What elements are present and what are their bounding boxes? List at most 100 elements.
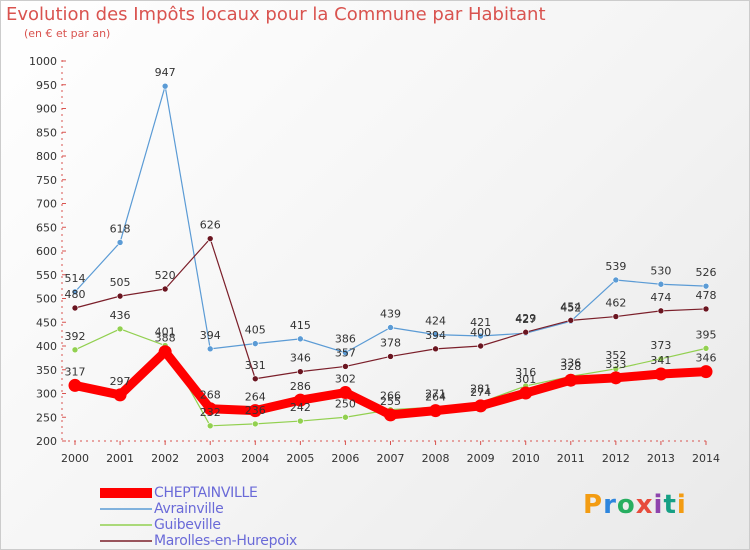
data-point-marolles-en-hurepoix (522, 328, 530, 336)
data-point-marolles-en-hurepoix (432, 345, 439, 353)
x-tick-label: 2011 (557, 452, 585, 465)
logo-letter: P (583, 490, 604, 520)
data-point-cheptainville (474, 399, 488, 413)
data-label-avrainville: 421 (470, 316, 491, 329)
legend-item-guibeville: Guibeville (100, 517, 297, 533)
legend-label-avrainville: Avrainville (154, 501, 224, 517)
y-tick-label: 950 (36, 79, 57, 92)
data-point-avrainville (161, 82, 169, 90)
data-label-avrainville: 539 (605, 260, 626, 273)
data-point-marolles-en-hurepoix (612, 313, 620, 320)
data-label-marolles-en-hurepoix: 520 (155, 269, 176, 282)
data-point-guibeville (71, 346, 79, 354)
data-point-marolles-en-hurepoix (567, 317, 575, 324)
y-tick-label: 550 (36, 269, 57, 282)
data-point-avrainville (297, 335, 304, 343)
data-point-marolles-en-hurepoix (71, 304, 79, 312)
data-point-avrainville (387, 324, 394, 331)
data-point-cheptainville (609, 371, 623, 385)
y-tick-label: 450 (36, 316, 57, 329)
data-point-cheptainville (519, 386, 533, 400)
data-label-cheptainville: 274 (470, 386, 491, 399)
data-point-guibeville (297, 417, 304, 425)
data-label-avrainville: 530 (650, 264, 671, 277)
data-label-guibeville: 352 (605, 349, 626, 362)
series-layer: 514 618 947 394 405 415 386 439 424 421 427 452 539 5… (65, 66, 717, 430)
data-label-marolles-en-hurepoix: 331 (245, 359, 266, 372)
x-tick-label: 2003 (196, 452, 224, 465)
logo-letter: r (603, 490, 617, 520)
data-point-marolles-en-hurepoix (297, 368, 304, 375)
data-point-avrainville (116, 239, 124, 246)
legend-swatch-marolles (100, 540, 152, 542)
legend-swatch-guibeville (100, 524, 152, 526)
data-point-cheptainville (68, 378, 82, 392)
data-point-avrainville (657, 280, 665, 288)
data-point-cheptainville (293, 393, 307, 407)
data-label-cheptainville: 317 (65, 365, 86, 378)
data-point-marolles-en-hurepoix (161, 285, 169, 293)
data-point-marolles-en-hurepoix (116, 292, 124, 300)
x-tick-label: 2000 (61, 452, 89, 465)
legend-item-marolles: Marolles-en-Hurepoix (100, 533, 297, 549)
data-label-avrainville: 405 (245, 324, 266, 337)
data-point-avrainville (206, 345, 214, 353)
data-label-avrainville: 514 (65, 272, 86, 285)
data-label-guibeville: 401 (155, 326, 176, 339)
x-tick-label: 2001 (106, 452, 134, 465)
data-label-marolles-en-hurepoix: 462 (605, 297, 626, 310)
data-point-guibeville (116, 325, 124, 333)
data-label-marolles-en-hurepoix: 357 (335, 346, 356, 359)
data-point-avrainville (432, 331, 439, 338)
y-tick-label: 1000 (29, 55, 57, 68)
x-tick-label: 2002 (151, 452, 179, 465)
chart-title: Evolution des Impôts locaux pour la Comm… (6, 4, 546, 25)
y-tick-label: 650 (36, 221, 57, 234)
data-point-cheptainville (564, 373, 578, 387)
y-tick-label: 900 (36, 103, 57, 116)
data-point-avrainville (702, 282, 710, 290)
x-tick-label: 2007 (377, 452, 405, 465)
chart-axes: 1000 950 900 850 800 750 700 650 600 550 500 450 400… (29, 55, 720, 465)
data-label-cheptainville: 264 (425, 391, 446, 404)
data-point-guibeville (206, 422, 214, 430)
y-tick-label: 250 (36, 411, 57, 424)
data-point-cheptainville (113, 388, 127, 402)
data-label-marolles-en-hurepoix: 505 (110, 276, 131, 289)
data-label-avrainville: 947 (155, 66, 176, 79)
data-point-avrainville (477, 332, 484, 340)
data-label-cheptainville: 333 (605, 358, 626, 371)
data-label-avrainville: 452 (560, 301, 581, 314)
data-label-cheptainville: 328 (560, 360, 581, 373)
data-label-marolles-en-hurepoix: 474 (650, 291, 671, 304)
data-point-guibeville (251, 420, 259, 428)
x-tick-label: 2012 (602, 452, 630, 465)
x-tick-label: 2006 (331, 452, 359, 465)
y-tick-label: 400 (36, 340, 57, 353)
x-tick-label: 2009 (467, 452, 495, 465)
data-label-guibeville: 436 (110, 309, 131, 322)
data-label-cheptainville: 346 (696, 352, 717, 365)
data-label-guibeville: 236 (245, 404, 266, 417)
data-point-cheptainville (384, 408, 397, 422)
data-label-cheptainville: 341 (650, 354, 671, 367)
data-label-marolles-en-hurepoix: 378 (380, 336, 401, 349)
legend-swatch-avrainville (100, 508, 152, 510)
y-tick-label: 700 (36, 198, 57, 211)
legend-label-cheptainville: CHEPTAINVILLE (154, 485, 258, 501)
data-label-marolles-en-hurepoix: 394 (425, 329, 446, 342)
x-tick-label: 2013 (647, 452, 675, 465)
data-point-marolles-en-hurepoix (251, 375, 259, 383)
x-tick-label: 2005 (286, 452, 314, 465)
y-tick-label: 750 (36, 174, 57, 187)
data-label-guibeville: 392 (65, 330, 86, 343)
data-point-marolles-en-hurepoix (657, 307, 665, 315)
logo-letter: i (676, 490, 687, 520)
data-point-guibeville (657, 355, 665, 363)
data-point-cheptainville (203, 402, 217, 416)
y-tick-label: 500 (36, 293, 57, 306)
data-label-guibeville: 316 (515, 366, 536, 379)
legend: CHEPTAINVILLE Avrainville Guibeville Mar… (100, 485, 297, 549)
data-point-cheptainville (158, 345, 172, 359)
